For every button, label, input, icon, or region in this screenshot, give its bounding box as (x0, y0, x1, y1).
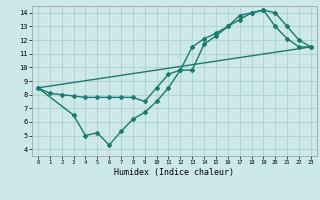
X-axis label: Humidex (Indice chaleur): Humidex (Indice chaleur) (115, 168, 234, 177)
